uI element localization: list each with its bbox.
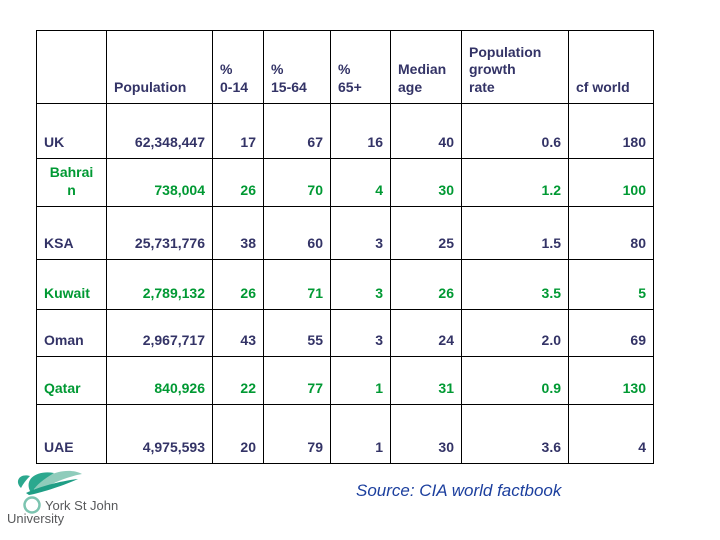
header-median-age: Median age [390,30,462,104]
york-st-john-logo: York St John University [6,468,126,528]
table-row-kuwait: Kuwait 2,789,132 26 71 3 26 3.5 5 [36,259,654,310]
table-row-uae: UAE 4,975,593 20 79 1 30 3.6 4 [36,404,654,464]
pct-0-14-cell: 26 [212,259,264,310]
pct-15-64-cell: 77 [263,356,331,405]
median-age-cell: 24 [390,309,462,357]
country-cell: Oman [36,309,107,357]
seed-circle [23,496,41,514]
pct-15-64-cell: 70 [263,158,331,207]
population-cell: 2,967,717 [106,309,213,357]
pct-0-14-cell: 26 [212,158,264,207]
leaf-dark [28,472,54,491]
header-country-blank [36,30,107,104]
pct-65plus-cell: 3 [330,259,391,310]
pct-0-14-cell: 17 [212,103,264,159]
pct-65plus-cell: 3 [330,206,391,260]
pct-65plus-cell: 16 [330,103,391,159]
logo-text-line1: York St John [45,498,118,513]
growth-rate-cell: 2.0 [461,309,569,357]
country-cell: Kuwait [36,259,107,310]
median-age-cell: 26 [390,259,462,310]
pct-65plus-cell: 1 [330,356,391,405]
country-cell: Qatar [36,356,107,405]
header-cf-world: cf world [568,30,654,104]
pct-15-64-cell: 71 [263,259,331,310]
pct-0-14-cell: 20 [212,404,264,464]
table-row-uk: UK 62,348,447 17 67 16 40 0.6 180 [36,103,654,159]
table-row-qatar: Qatar 840,926 22 77 1 31 0.9 130 [36,356,654,405]
cf-world-cell: 69 [568,309,654,357]
pct-15-64-cell: 67 [263,103,331,159]
cf-world-cell: 180 [568,103,654,159]
population-cell: 2,789,132 [106,259,213,310]
country-cell: UAE [36,404,107,464]
header-pct-65plus: % 65+ [330,30,391,104]
population-cell: 840,926 [106,356,213,405]
cf-world-cell: 130 [568,356,654,405]
pct-0-14-cell: 38 [212,206,264,260]
growth-rate-cell: 1.5 [461,206,569,260]
country-cell: Bahrai n [36,158,107,207]
cf-world-cell: 100 [568,158,654,207]
cf-world-cell: 80 [568,206,654,260]
median-age-cell: 40 [390,103,462,159]
median-age-cell: 31 [390,356,462,405]
leaf-logo-icon: York St John University [7,470,118,526]
population-cell: 62,348,447 [106,103,213,159]
growth-rate-cell: 0.6 [461,103,569,159]
pct-65plus-cell: 3 [330,309,391,357]
growth-rate-cell: 3.6 [461,404,569,464]
population-table: Population % 0-14 % 15-64 % 65+ Median a… [36,30,654,464]
growth-rate-cell: 3.5 [461,259,569,310]
pct-15-64-cell: 79 [263,404,331,464]
population-cell: 738,004 [106,158,213,207]
source-caption: Source: CIA world factbook [356,481,562,500]
pct-15-64-cell: 60 [263,206,331,260]
table-row-bahrain: Bahrai n 738,004 26 70 4 30 1.2 100 [36,158,654,207]
growth-rate-cell: 0.9 [461,356,569,405]
median-age-cell: 30 [390,158,462,207]
header-population: Population [106,30,213,104]
table-row-oman: Oman 2,967,717 43 55 3 24 2.0 69 [36,309,654,357]
cf-world-cell: 4 [568,404,654,464]
logo-text-line2: University [7,511,65,526]
median-age-cell: 25 [390,206,462,260]
population-cell: 4,975,593 [106,404,213,464]
cf-world-cell: 5 [568,259,654,310]
population-cell: 25,731,776 [106,206,213,260]
table-row-ksa: KSA 25,731,776 38 60 3 25 1.5 80 [36,206,654,260]
header-pct-15-64: % 15-64 [263,30,331,104]
leaf-swoosh [26,479,78,495]
pct-65plus-cell: 4 [330,158,391,207]
pct-15-64-cell: 55 [263,309,331,357]
median-age-cell: 30 [390,404,462,464]
leaf-small [17,475,30,488]
growth-rate-cell: 1.2 [461,158,569,207]
pct-65plus-cell: 1 [330,404,391,464]
country-cell: KSA [36,206,107,260]
header-pct-0-14: % 0-14 [212,30,264,104]
pct-0-14-cell: 43 [212,309,264,357]
pct-0-14-cell: 22 [212,356,264,405]
header-row: Population % 0-14 % 15-64 % 65+ Median a… [36,30,654,104]
country-cell: UK [36,103,107,159]
header-growth-rate: Population growth rate [461,30,569,104]
